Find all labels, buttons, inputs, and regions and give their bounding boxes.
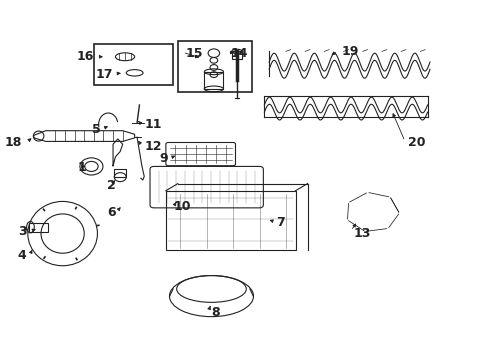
Text: 16: 16 xyxy=(76,50,94,63)
Text: 8: 8 xyxy=(211,306,220,319)
Text: 9: 9 xyxy=(159,152,168,165)
Text: 15: 15 xyxy=(184,47,202,60)
Text: 18: 18 xyxy=(4,136,22,149)
Text: 5: 5 xyxy=(92,123,101,136)
Bar xyxy=(231,51,242,59)
Text: 17: 17 xyxy=(95,68,113,81)
Text: 14: 14 xyxy=(230,47,248,60)
Text: 13: 13 xyxy=(352,227,370,240)
Bar xyxy=(204,72,223,89)
Text: 1: 1 xyxy=(78,161,86,174)
Text: 7: 7 xyxy=(276,216,285,229)
Bar xyxy=(29,223,48,232)
Text: 20: 20 xyxy=(407,136,425,149)
Text: 11: 11 xyxy=(144,118,162,131)
Bar xyxy=(165,191,295,249)
Text: 2: 2 xyxy=(106,179,115,192)
Text: 12: 12 xyxy=(144,140,162,153)
Text: 4: 4 xyxy=(18,248,26,261)
Text: 6: 6 xyxy=(106,206,115,219)
Text: 3: 3 xyxy=(18,225,26,238)
Bar xyxy=(114,169,126,177)
Text: 19: 19 xyxy=(341,45,358,58)
Text: 10: 10 xyxy=(173,200,190,213)
